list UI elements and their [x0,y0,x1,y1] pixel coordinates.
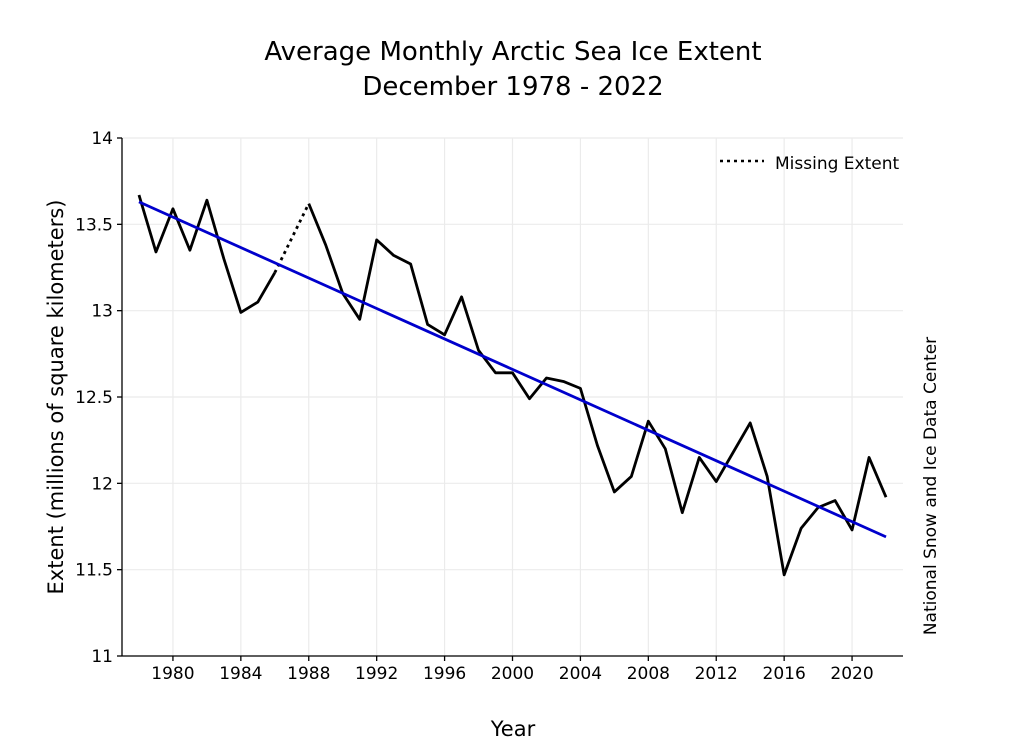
extent-line-segment-1 [307,203,888,577]
y-tick-label-12.5: 12.5 [75,388,113,408]
legend: Missing Extent [720,154,899,174]
missing-extent-line [273,202,311,274]
y-tick-label-13.5: 13.5 [75,215,113,235]
y-tick-label-13: 13 [91,302,113,322]
chart-title: Average Monthly Arctic Sea Ice Extent [264,37,761,67]
y-tick-label-11: 11 [91,647,113,667]
series [137,194,888,577]
x-tick-label-1980: 1980 [151,664,194,684]
x-axis-label: Year [490,717,536,741]
x-tick-label-1996: 1996 [423,664,466,684]
x-tick-label-1984: 1984 [219,664,262,684]
trend-line [138,200,887,539]
tick-labels: 1980 1984 1988 1992 1996 2000 2004 2008 2012 2016… [75,129,874,684]
x-tick-label-2012: 2012 [695,664,738,684]
tick-marks [117,137,853,661]
y-tick-label-11.5: 11.5 [75,561,113,581]
x-tick-label-2016: 2016 [763,664,806,684]
extent-line-segment-0 [137,194,277,314]
x-tick-label-2020: 2020 [830,664,873,684]
legend-label-missing-extent: Missing Extent [775,154,899,174]
x-tick-label-2000: 2000 [491,664,534,684]
x-tick-label-1988: 1988 [287,664,330,684]
x-tick-label-2004: 2004 [559,664,602,684]
chart-subtitle: December 1978 - 2022 [362,72,663,102]
x-tick-label-2008: 2008 [627,664,670,684]
gridlines [122,137,903,657]
x-tick-label-1992: 1992 [355,664,398,684]
credit-label: National Snow and Ice Data Center [921,337,941,635]
y-tick-label-14: 14 [91,129,113,149]
y-tick-label-12: 12 [91,474,113,494]
y-axis-label: Extent (millions of square kilometers) [44,200,68,595]
